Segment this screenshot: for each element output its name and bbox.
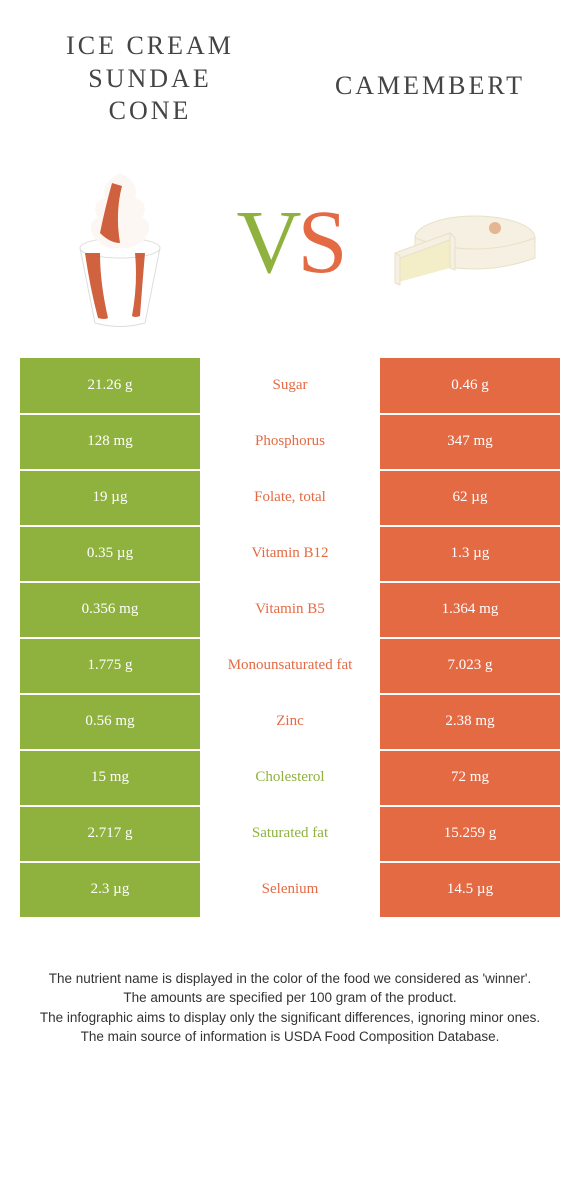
- footer-line: The nutrient name is displayed in the co…: [30, 969, 550, 989]
- right-value: 7.023 g: [380, 638, 560, 694]
- table-row: 0.56 mgZinc2.38 mg: [20, 694, 560, 750]
- left-value: 0.356 mg: [20, 582, 200, 638]
- left-value: 21.26 g: [20, 358, 200, 414]
- left-value: 0.56 mg: [20, 694, 200, 750]
- table-row: 2.3 µgSelenium14.5 µg: [20, 862, 560, 918]
- left-value: 2.3 µg: [20, 862, 200, 918]
- footer-notes: The nutrient name is displayed in the co…: [0, 919, 580, 1047]
- right-value: 1.3 µg: [380, 526, 560, 582]
- nutrient-label: Monounsaturated fat: [200, 638, 380, 694]
- table-row: 19 µgFolate, total62 µg: [20, 470, 560, 526]
- right-value: 1.364 mg: [380, 582, 560, 638]
- right-food-title: CAMEMBERT: [320, 30, 540, 103]
- right-food-image: [380, 153, 540, 333]
- nutrient-label: Saturated fat: [200, 806, 380, 862]
- right-value: 14.5 µg: [380, 862, 560, 918]
- table-row: 2.717 gSaturated fat15.259 g: [20, 806, 560, 862]
- nutrient-label: Phosphorus: [200, 414, 380, 470]
- right-value: 15.259 g: [380, 806, 560, 862]
- left-value: 128 mg: [20, 414, 200, 470]
- right-value: 72 mg: [380, 750, 560, 806]
- right-value: 0.46 g: [380, 358, 560, 414]
- table-row: 128 mgPhosphorus347 mg: [20, 414, 560, 470]
- sundae-icon: [50, 158, 190, 328]
- nutrient-label: Vitamin B5: [200, 582, 380, 638]
- footer-line: The infographic aims to display only the…: [30, 1008, 550, 1028]
- left-food-title: ICE CREAMSUNDAECONE: [40, 30, 260, 128]
- right-value: 62 µg: [380, 470, 560, 526]
- nutrient-label: Selenium: [200, 862, 380, 918]
- camembert-icon: [380, 183, 540, 303]
- header: ICE CREAMSUNDAECONE CAMEMBERT: [0, 0, 580, 138]
- left-value: 2.717 g: [20, 806, 200, 862]
- table-row: 0.356 mgVitamin B51.364 mg: [20, 582, 560, 638]
- nutrient-label: Cholesterol: [200, 750, 380, 806]
- left-value: 19 µg: [20, 470, 200, 526]
- left-value: 0.35 µg: [20, 526, 200, 582]
- table-row: 0.35 µgVitamin B121.3 µg: [20, 526, 560, 582]
- right-value: 347 mg: [380, 414, 560, 470]
- footer-line: The amounts are specified per 100 gram o…: [30, 988, 550, 1008]
- footer-line: The main source of information is USDA F…: [30, 1027, 550, 1047]
- nutrient-label: Vitamin B12: [200, 526, 380, 582]
- nutrient-label: Folate, total: [200, 470, 380, 526]
- table-row: 1.775 gMonounsaturated fat7.023 g: [20, 638, 560, 694]
- left-food-image: [40, 153, 200, 333]
- table-row: 21.26 gSugar0.46 g: [20, 358, 560, 414]
- images-row: VS: [0, 138, 580, 358]
- vs-v: V: [236, 193, 297, 292]
- vs-s: S: [297, 193, 343, 292]
- left-value: 1.775 g: [20, 638, 200, 694]
- right-value: 2.38 mg: [380, 694, 560, 750]
- nutrient-label: Zinc: [200, 694, 380, 750]
- nutrient-label: Sugar: [200, 358, 380, 414]
- table-row: 15 mgCholesterol72 mg: [20, 750, 560, 806]
- vs-label: VS: [236, 191, 343, 294]
- comparison-table: 21.26 gSugar0.46 g128 mgPhosphorus347 mg…: [20, 358, 560, 919]
- left-value: 15 mg: [20, 750, 200, 806]
